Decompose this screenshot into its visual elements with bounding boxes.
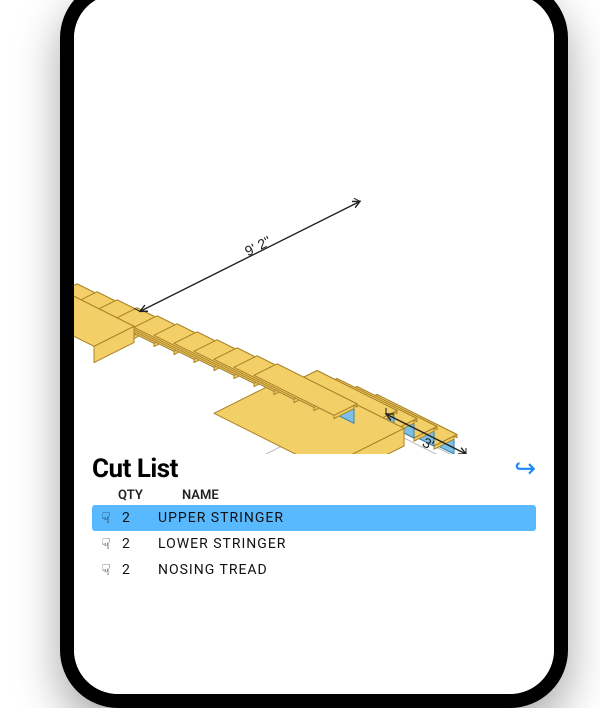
col-name: NAME [174,488,536,503]
row-qty: 2 [116,510,150,526]
col-qty: QTY [96,488,174,503]
cut-list-title: Cut List [92,454,178,484]
cut-list-row[interactable]: ☟2UPPER STRINGER [92,505,536,531]
phone-frame: 9' 2"10'3' 1 & 1/2"3' Cut List ↪ QTY NAM… [60,0,568,708]
cut-list-row[interactable]: ☟2LOWER STRINGER [92,531,536,557]
phone-screen: 9' 2"10'3' 1 & 1/2"3' Cut List ↪ QTY NAM… [74,0,554,694]
svg-text:9' 2": 9' 2" [242,233,273,260]
row-icon: ☟ [96,535,116,553]
row-name: NOSING TREAD [150,562,532,578]
share-icon[interactable]: ↪ [514,456,536,482]
cut-list-row[interactable]: ☟2NOSING TREAD [92,557,536,583]
row-icon: ☟ [96,509,116,527]
stair-diagram: 9' 2"10'3' 1 & 1/2"3' [74,0,554,454]
row-name: UPPER STRINGER [150,510,532,526]
cut-list-header: QTY NAME [92,486,536,505]
row-name: LOWER STRINGER [150,536,532,552]
row-qty: 2 [116,562,150,578]
row-icon: ☟ [96,561,116,579]
row-qty: 2 [116,536,150,552]
cut-list-panel: Cut List ↪ QTY NAME ☟2UPPER STRINGER☟2LO… [74,454,554,583]
